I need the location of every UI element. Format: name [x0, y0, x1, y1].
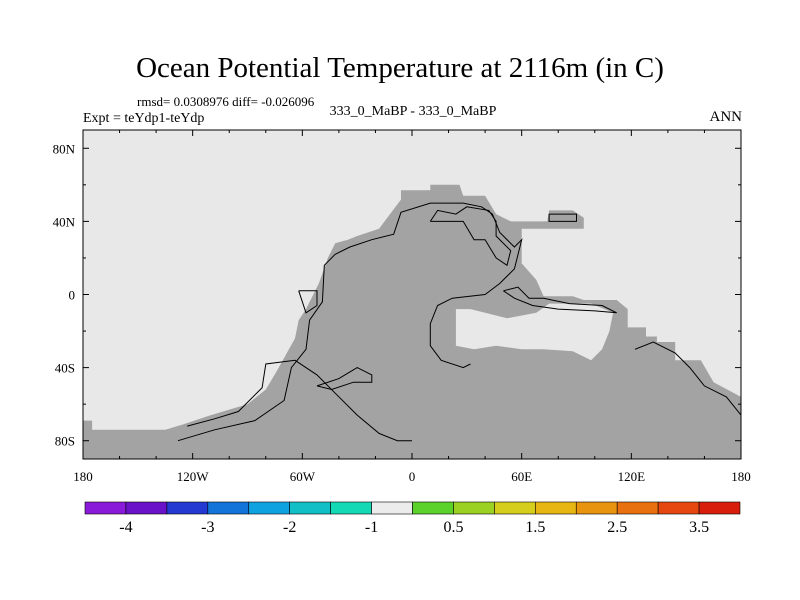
y-tick-label: 40S	[55, 361, 75, 376]
contour-line-7	[503, 286, 617, 314]
colorbar-label: -2	[283, 519, 296, 536]
x-tick-label: 180	[73, 469, 93, 484]
colorbar-swatch	[330, 501, 372, 515]
x-tick-label: 0	[409, 469, 416, 484]
colorbar-swatch	[575, 501, 618, 515]
colorbar-label: 2.5	[607, 519, 627, 536]
axes: 180 120W 60W 0 60E 120E 180 80N 40N 0 40S 80S	[53, 130, 751, 484]
contour-line-5	[429, 206, 512, 267]
y-tick-label: 40N	[53, 214, 76, 229]
colorbar-swatch	[166, 501, 209, 515]
colorbar-swatch	[494, 501, 536, 515]
colorbar-swatch	[535, 501, 577, 515]
colorbar-label: -3	[201, 519, 214, 536]
colorbar-label: -1	[365, 519, 378, 536]
colorbar-swatch	[289, 501, 331, 515]
colorbar-swatch	[248, 501, 290, 515]
colorbar-swatch	[453, 501, 495, 515]
x-tick-label: 60W	[290, 469, 316, 484]
colorbar-label: -4	[119, 519, 132, 536]
x-tick-label: 120W	[177, 469, 210, 484]
colorbar-swatch	[616, 501, 659, 515]
colorbar-swatch	[657, 501, 700, 515]
contour-lines	[177, 202, 742, 442]
season-label: ANN	[709, 109, 743, 125]
experiment-label: Expt = teYdp1-teYdp	[83, 111, 205, 126]
x-tick-label: 120E	[618, 469, 646, 484]
colorbar-label: 3.5	[689, 519, 709, 536]
y-tick-label: 80N	[53, 141, 76, 156]
colorbar-swatch	[125, 501, 168, 515]
contour-line-1	[177, 202, 523, 442]
colorbar-swatch	[371, 501, 413, 515]
contour-line-3	[316, 367, 373, 391]
colorbar-label: 1.5	[525, 519, 545, 536]
colorbar-swatch	[698, 501, 741, 515]
colorbar: -4 -3 -2 -1 0.5 1.5 2.5 3.5	[84, 501, 741, 536]
rmsd-diff-stats: rmsd= 0.0308976 diff= -0.026096	[137, 94, 315, 109]
y-tick-label: 0	[69, 288, 76, 303]
colorbar-swatch	[207, 501, 250, 515]
contour-line-4	[298, 290, 318, 314]
ocean-region	[83, 184, 741, 460]
colorbar-swatch	[412, 501, 454, 515]
colorbar-label: 0.5	[443, 519, 463, 536]
contour-line-6	[548, 213, 577, 222]
x-tick-label: 180	[731, 469, 751, 484]
colorbar-swatch	[84, 501, 127, 515]
chart-subtitle: 333_0_MaBP - 333_0_MaBP	[329, 104, 497, 119]
contour-line-2	[187, 359, 412, 442]
contour-line-8	[634, 341, 742, 416]
y-tick-label: 80S	[55, 434, 75, 449]
chart-title: Ocean Potential Temperature at 2116m (in…	[136, 52, 664, 84]
x-tick-label: 60E	[511, 469, 532, 484]
